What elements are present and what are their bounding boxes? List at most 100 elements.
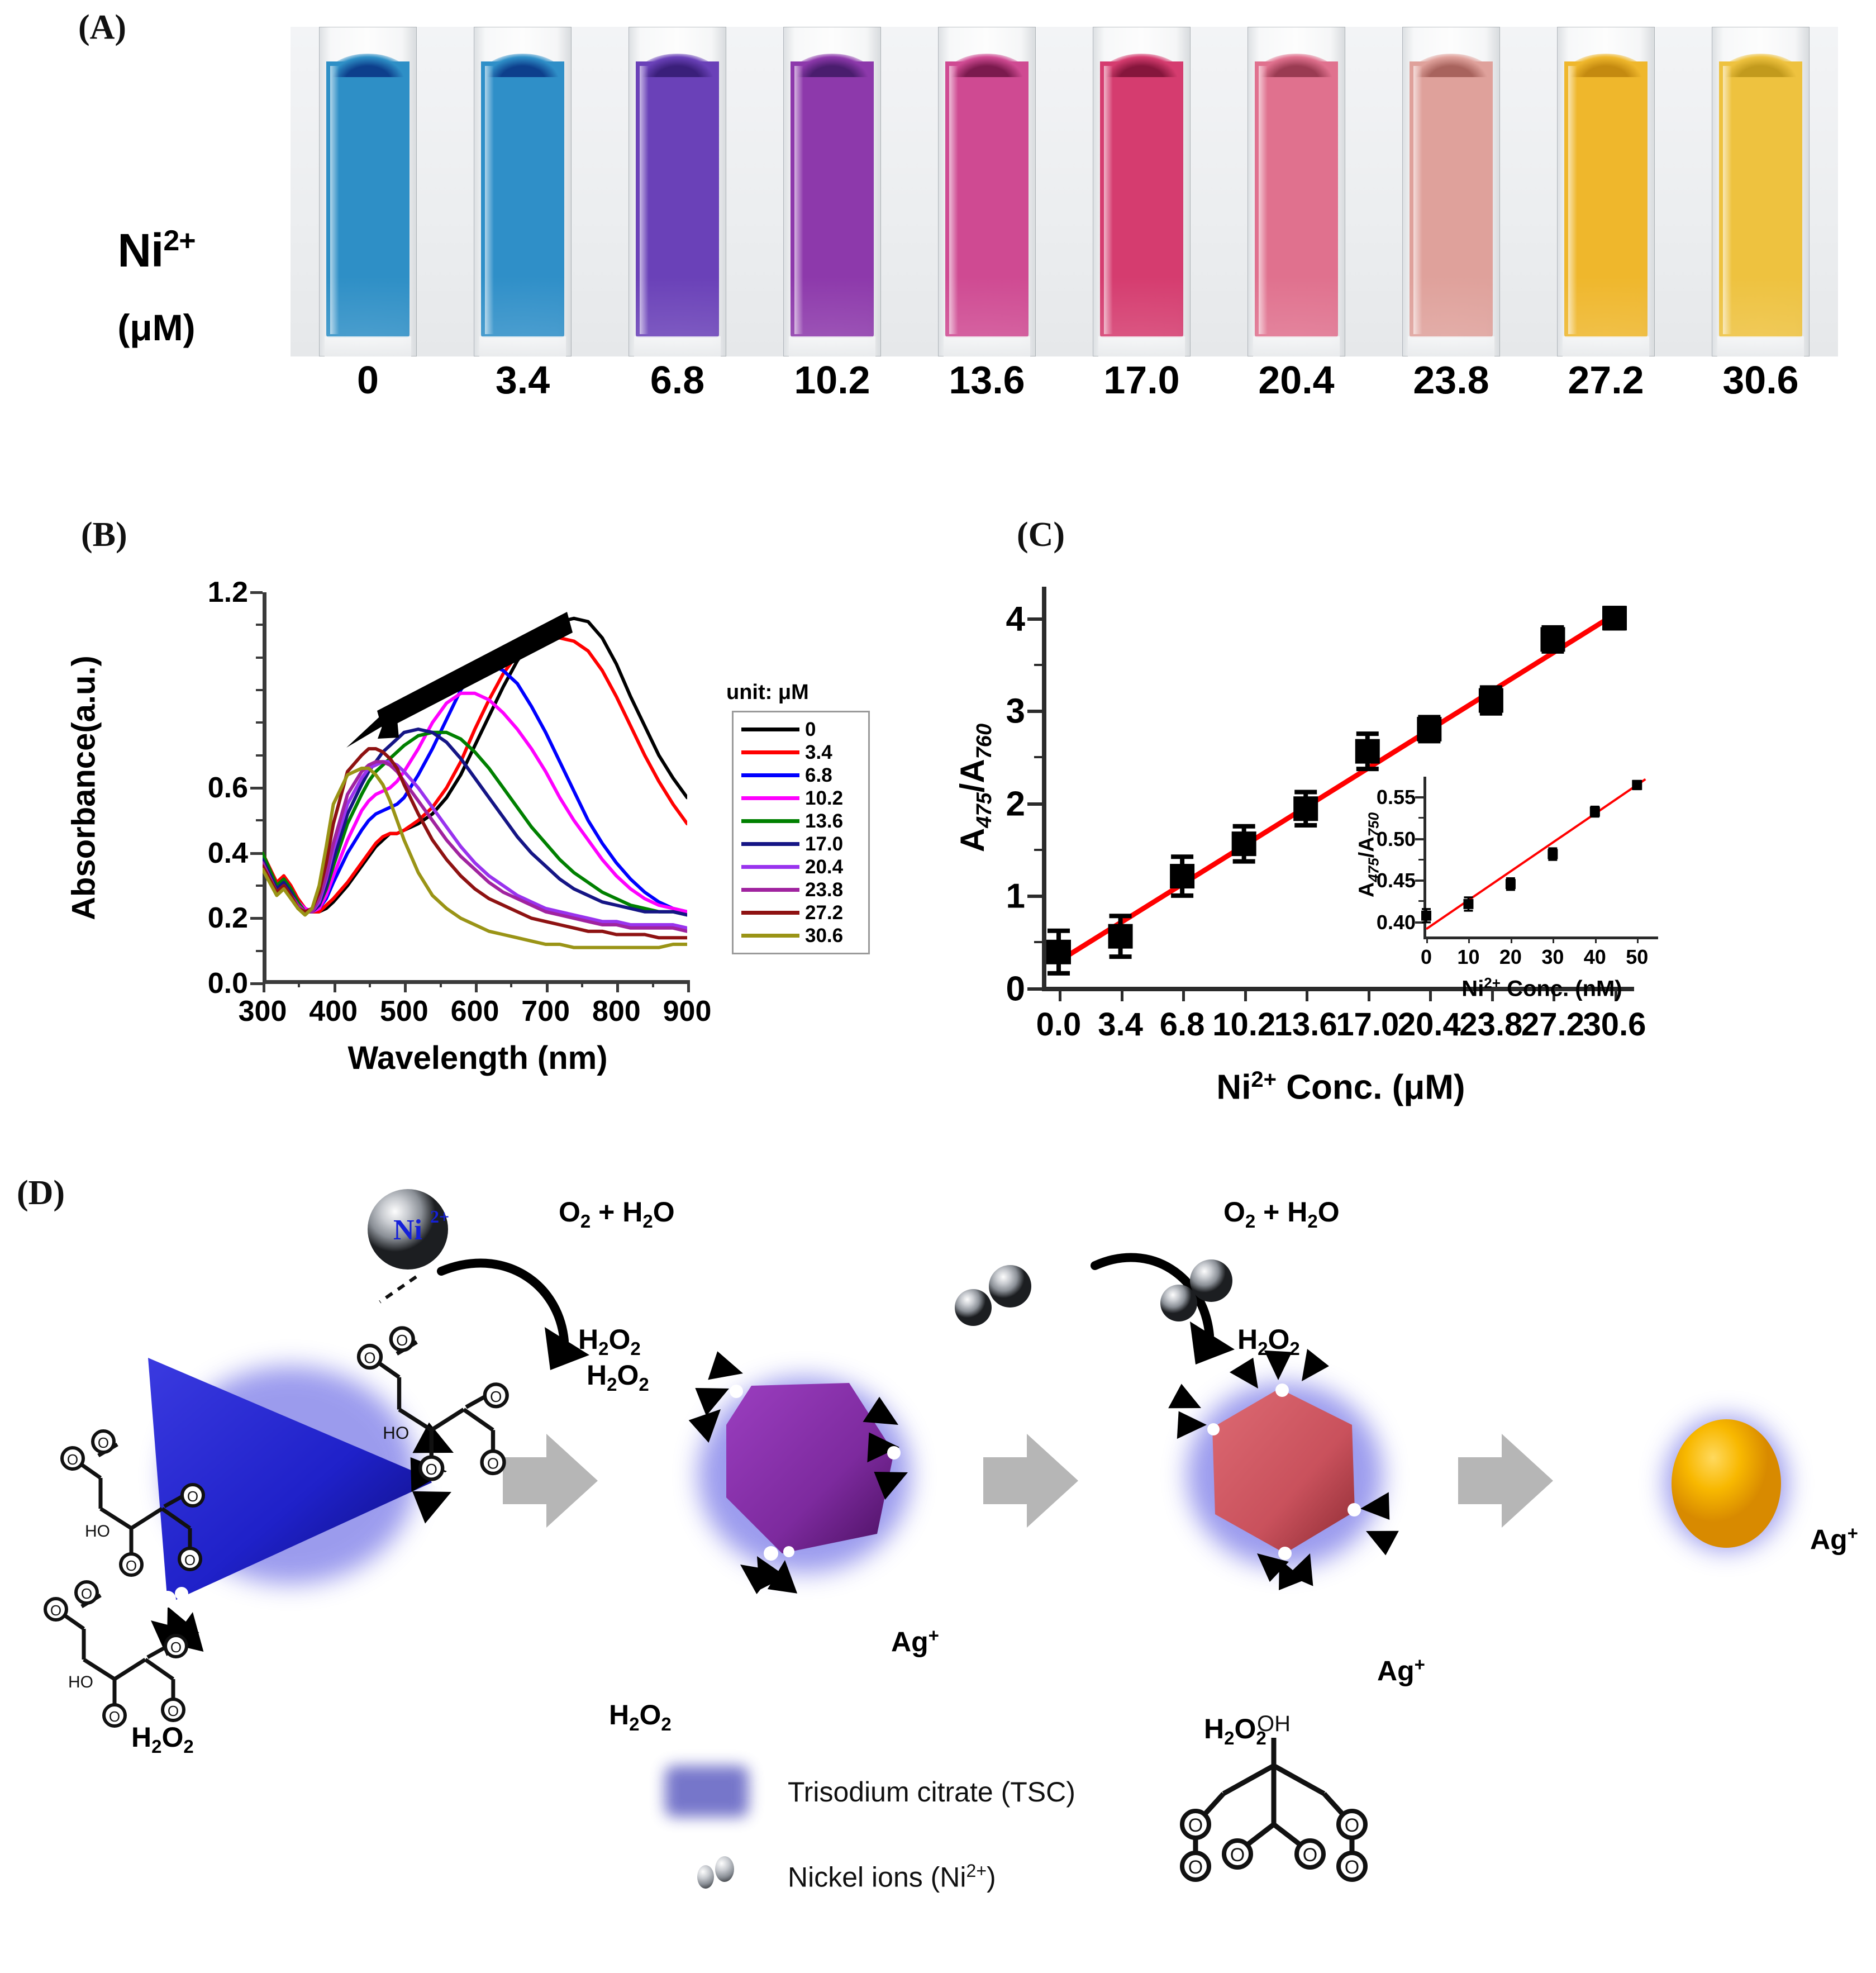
legend-item-17.0: 17.0 — [738, 833, 864, 855]
legend-swatch-17.0 — [741, 842, 799, 846]
c-y-tick-label-0: 0 — [1006, 969, 1025, 1009]
inset-x-tick-label-50: 50 — [1626, 945, 1649, 968]
b-x-tick — [439, 980, 442, 987]
nickel-ion-sphere — [955, 1289, 992, 1326]
svg-text:HO: HO — [85, 1522, 110, 1541]
data-point-23.8 — [1478, 685, 1503, 716]
cuvette-30.6 — [1712, 27, 1810, 356]
inset-data-point-0 — [1421, 908, 1431, 924]
label-o2-h2o-2: O2 + H2O — [1223, 1196, 1340, 1232]
b-x-tick-label-800: 800 — [592, 995, 641, 1028]
c-y-tick — [1034, 941, 1042, 944]
inset-xsup: 2+ — [1484, 974, 1501, 991]
panel-c-letter: (C) — [1017, 516, 1065, 554]
c-y-tick — [1027, 710, 1042, 714]
cuvette-base — [1408, 336, 1494, 356]
inset-data-point-50 — [1632, 779, 1642, 791]
c-y-tick — [1034, 663, 1042, 666]
inset-y-tick — [1418, 858, 1423, 860]
nickel-marker-ball — [697, 1865, 714, 1889]
panel-c-x-axis-title: Ni2+ Conc. (μM) — [1216, 1067, 1465, 1107]
c-x-tick-label-6.8: 6.8 — [1159, 1006, 1205, 1043]
b-y-tick-label-1.2: 1.2 — [207, 576, 248, 608]
cuvette-base — [325, 336, 411, 356]
nickel-marker-ball — [715, 1856, 734, 1882]
panel-c-x-axis: 0.0 3.4 6.8 10.2 13.6 17.0 20.4 23.8 27.2 30.6 — [1036, 987, 1646, 1043]
c-x-tick — [1615, 987, 1617, 1001]
b-x-tick-label-600: 600 — [450, 995, 499, 1028]
b-y-tick-label-0.2: 0.2 — [207, 902, 248, 935]
cuvette-glare — [949, 66, 958, 334]
label-h2o2-6: H2O2 — [1204, 1713, 1266, 1748]
process-arrow-2 — [983, 1434, 1078, 1528]
panel-a-unit-label: (μM) — [117, 307, 196, 348]
svg-text:O: O — [170, 1639, 182, 1656]
conc-tick-0: 0 — [357, 358, 379, 402]
inset-x-axis: 0 10 20 30 40 50 — [1421, 936, 1658, 968]
inset-x-tick-label-30: 30 — [1541, 945, 1564, 968]
truncated-nanoplate — [726, 1383, 894, 1553]
panel-a-tick-labels: 0 3.4 6.8 10.2 13.6 17.0 20.4 23.8 27.2 30.6 — [291, 358, 1838, 413]
active-site-spike — [874, 1471, 908, 1500]
panel-a-letter: (A) — [78, 8, 127, 46]
svg-text:O: O — [490, 1388, 502, 1405]
active-site-spike — [708, 1351, 743, 1380]
cuvette-glare — [330, 66, 339, 334]
b-x-tick — [475, 980, 478, 992]
ag-site — [148, 1598, 159, 1609]
b-x-tick-label-900: 900 — [663, 995, 712, 1028]
nickel-legend-label: Nickel ions (Ni2+) — [788, 1861, 996, 1893]
cuvette-liquid — [1410, 61, 1493, 337]
ag-site — [764, 1546, 778, 1561]
conc-tick-17.0: 17.0 — [1103, 358, 1180, 402]
cuvette-liquid — [326, 61, 410, 337]
c-ysub1: 475 — [973, 792, 996, 828]
label-ag-3: Ag+ — [1810, 1523, 1858, 1556]
svg-text:O: O — [364, 1349, 375, 1367]
legend-item-0: 0 — [738, 718, 864, 741]
cuvette-20.4 — [1248, 27, 1345, 356]
c-y-tick — [1034, 756, 1042, 759]
cuvette-liquid — [1564, 61, 1648, 337]
cuvette-base — [1253, 336, 1340, 356]
b-x-tick — [687, 980, 690, 992]
inset-y-tick — [1415, 921, 1423, 924]
ag-site — [1278, 1547, 1292, 1560]
c-y-tick — [1034, 848, 1042, 851]
inset-data-point-20 — [1505, 877, 1516, 891]
b-y-tick — [256, 721, 263, 724]
panel-c-y-axis: 0 1 2 3 4 — [1006, 587, 1046, 1009]
inset-x-tick — [1637, 936, 1639, 943]
svg-text:O: O — [187, 1488, 198, 1505]
inset-x-tick — [1468, 936, 1470, 943]
catalysis-curve-1 — [437, 1258, 569, 1346]
inset-fit-line — [1425, 778, 1646, 930]
inset-x-tick-label-10: 10 — [1457, 945, 1480, 968]
legend-label-3.4: 3.4 — [805, 741, 832, 763]
b-y-tick-label-0.4: 0.4 — [207, 836, 248, 869]
c-x-tick — [1244, 987, 1247, 1001]
legend-label-20.4: 20.4 — [805, 856, 844, 878]
cuvette-17.0 — [1093, 27, 1191, 356]
cuvette-glare — [1413, 66, 1422, 334]
active-site-spike — [695, 1387, 729, 1416]
c-x-tick-label-3.4: 3.4 — [1098, 1006, 1143, 1043]
cuvette-glare — [640, 66, 649, 334]
b-x-tick — [263, 980, 265, 992]
b-x-tick-label-300: 300 — [238, 995, 287, 1028]
c-y-tick-label-4: 4 — [1006, 600, 1025, 639]
b-y-tick — [256, 885, 263, 887]
label-h2o2-2: H2O2 — [131, 1722, 194, 1757]
active-site-spike — [1229, 1357, 1258, 1389]
c-x-tick-label-10.2: 10.2 — [1212, 1006, 1276, 1043]
active-site-spike — [740, 1565, 775, 1595]
panel-b-legend: 0 3.4 6.8 10.2 13.6 17.0 20.4 23.8 27.2 30.6 — [732, 711, 870, 954]
svg-text:O: O — [50, 1602, 61, 1619]
active-site-spike — [412, 1491, 451, 1524]
silver-nanoprism-triangle — [148, 1358, 436, 1604]
panel-b-x-axis: 300 400 500 600 700 800 900 — [239, 980, 711, 1028]
inset-y-axis: 0.40 0.45 0.50 0.55 — [1377, 777, 1426, 939]
svg-text:O: O — [1188, 1815, 1203, 1836]
panel-a-photo: (A) Ni2+ (μM) 0 3.4 6.8 10.2 13.6 17.0 20.4 23.… — [0, 0, 1876, 425]
c-x-tick — [1059, 987, 1061, 1001]
